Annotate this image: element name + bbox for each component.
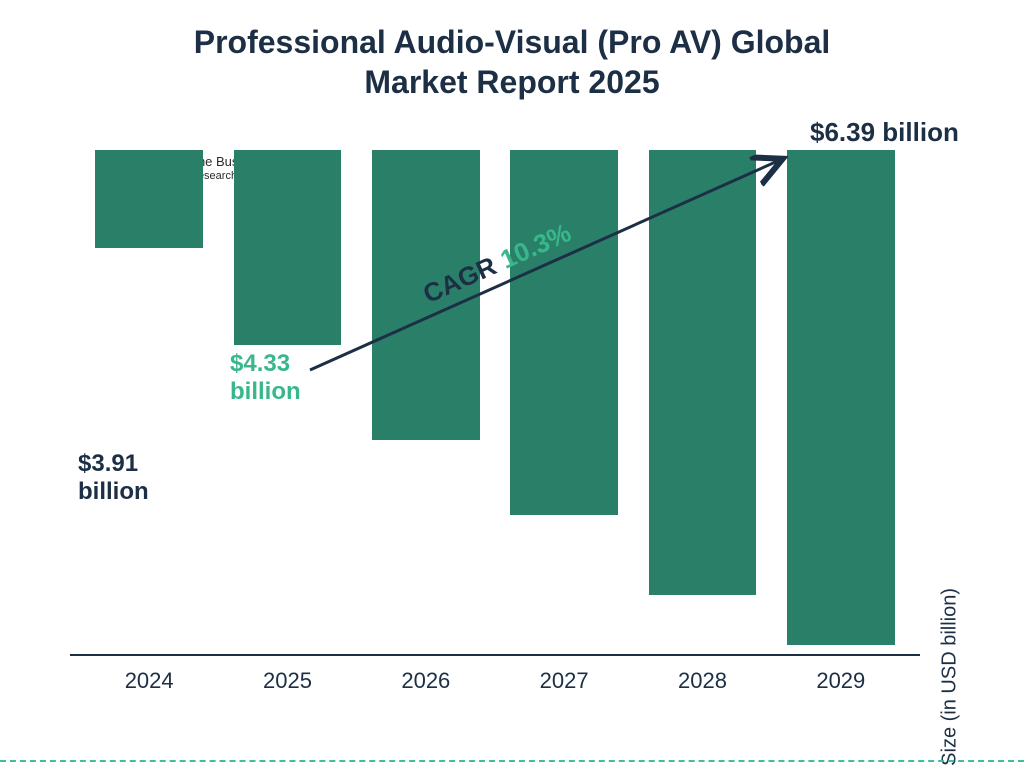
bar-wrap (772, 150, 910, 656)
x-axis-labels: 202420252026202720282029 (70, 668, 920, 694)
bar (649, 150, 757, 595)
value-label: $3.91billion (78, 450, 149, 505)
x-tick-label: 2026 (357, 668, 495, 694)
value-label: $6.39 billion (810, 118, 959, 148)
chart-area: 202420252026202720282029 Market Size (in… (70, 150, 964, 708)
bar (234, 150, 342, 345)
title-line-1: Professional Audio-Visual (Pro AV) Globa… (0, 22, 1024, 62)
bar-wrap (633, 150, 771, 656)
bar (95, 150, 203, 248)
y-axis-label: Market Size (in USD billion) (939, 588, 962, 768)
x-tick-label: 2027 (495, 668, 633, 694)
plot-region (70, 150, 920, 656)
bar-group (70, 150, 920, 656)
x-tick-label: 2028 (633, 668, 771, 694)
bar (510, 150, 618, 515)
title-line-2: Market Report 2025 (0, 62, 1024, 102)
bar-wrap (80, 150, 218, 656)
x-tick-label: 2025 (218, 668, 356, 694)
x-axis-baseline (70, 654, 920, 656)
footer-dashed-line (0, 760, 1024, 762)
bar-wrap (357, 150, 495, 656)
bar (787, 150, 895, 645)
value-label: $4.33billion (230, 350, 301, 405)
x-tick-label: 2024 (80, 668, 218, 694)
x-tick-label: 2029 (772, 668, 910, 694)
page-root: Professional Audio-Visual (Pro AV) Globa… (0, 0, 1024, 768)
chart-title: Professional Audio-Visual (Pro AV) Globa… (0, 22, 1024, 102)
